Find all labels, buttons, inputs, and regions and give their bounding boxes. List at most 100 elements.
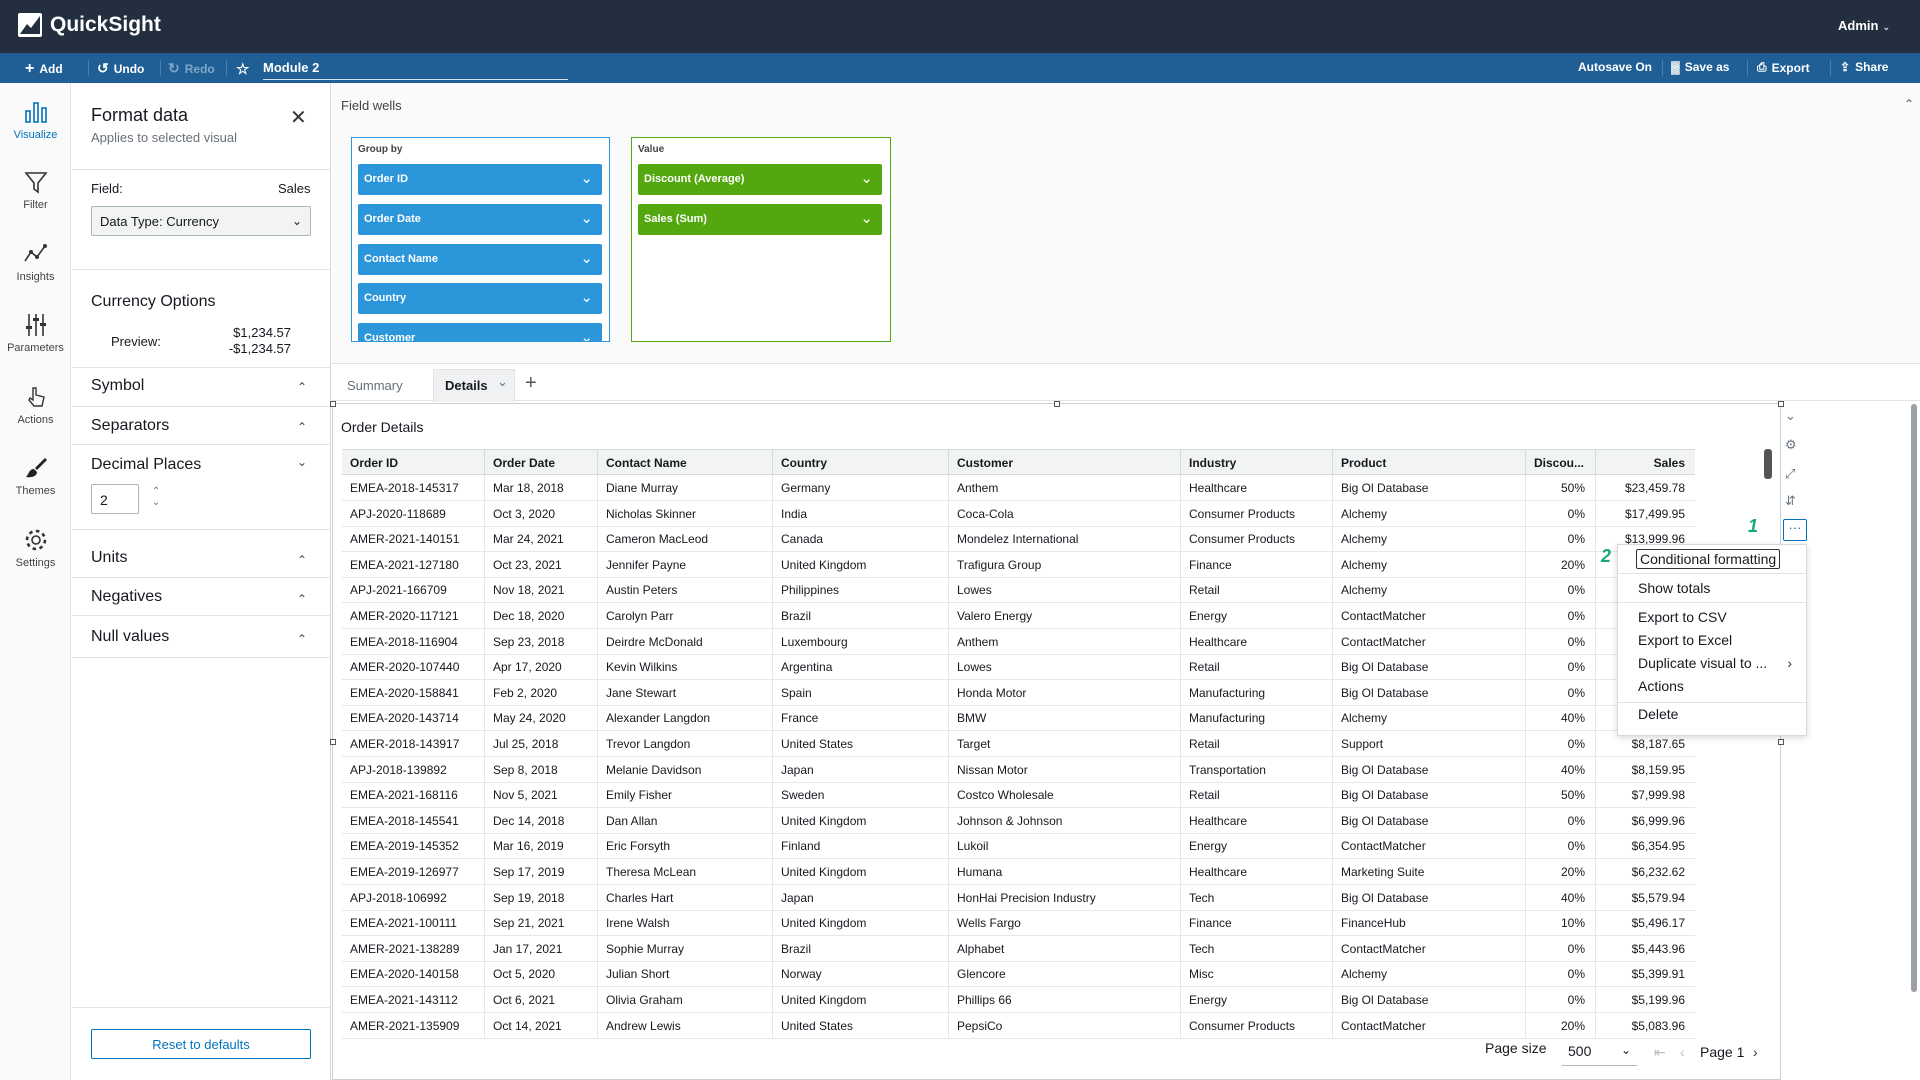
table-cell[interactable]: Theresa McLean [597, 859, 772, 885]
table-cell[interactable]: Nissan Motor [948, 756, 1180, 783]
table-row[interactable]: EMEA-2021-168116 Nov 5, 2021 Emily Fisher S… [342, 782, 1695, 809]
table-cell[interactable]: $5,496.17 [1595, 910, 1695, 937]
table-cell[interactable]: 0% [1525, 628, 1595, 655]
column-header[interactable]: Sales [1595, 450, 1695, 476]
redo-button[interactable]: ↻ Redo [168, 60, 215, 77]
decimal-places-input[interactable]: 2 [91, 484, 139, 514]
table-cell[interactable]: Sep 17, 2019 [484, 859, 597, 885]
table-cell[interactable]: 0% [1525, 603, 1595, 629]
table-cell[interactable]: Sophie Murray [597, 935, 772, 962]
table-cell[interactable]: Apr 17, 2020 [484, 654, 597, 681]
table-cell[interactable]: Humana [948, 859, 1180, 885]
table-cell[interactable]: Manufacturing [1180, 705, 1332, 732]
table-cell[interactable]: 50% [1525, 475, 1595, 501]
table-cell[interactable]: $5,083.96 [1595, 1012, 1695, 1039]
table-cell[interactable]: 0% [1525, 935, 1595, 962]
nav-themes[interactable]: Themes [0, 455, 71, 497]
table-cell[interactable] [1595, 551, 1695, 578]
table-cell[interactable]: $17,499.95 [1595, 500, 1695, 527]
column-header[interactable]: Country [772, 450, 948, 476]
table-cell[interactable]: EMEA-2018-145541 [350, 813, 459, 828]
table-cell[interactable]: Sep 8, 2018 [484, 756, 597, 783]
field-pill-order-date[interactable]: Order Date ⌄ [358, 204, 602, 235]
table-cell[interactable]: United Kingdom [772, 910, 948, 937]
table-row[interactable]: AMER-2021-138289 Jan 17, 2021 Sophie Murra… [342, 935, 1695, 962]
resize-handle[interactable] [1778, 739, 1784, 745]
analysis-title[interactable]: Module 2 [263, 60, 320, 75]
table-cell[interactable]: Alphabet [948, 935, 1180, 962]
menu-item-export-excel[interactable]: Export to Excel [1638, 632, 1733, 648]
nav-actions[interactable]: Actions [0, 384, 71, 426]
table-cell[interactable]: Transportation [1180, 756, 1332, 783]
resize-handle[interactable] [1778, 401, 1784, 407]
table-cell[interactable]: Luxembourg [772, 628, 948, 655]
table-cell[interactable]: Anthem [948, 628, 1180, 655]
table-cell[interactable]: Eric Forsyth [597, 833, 772, 860]
table-cell[interactable]: 40% [1525, 705, 1595, 732]
table-cell[interactable]: ContactMatcher [1332, 1012, 1525, 1039]
save-as-button[interactable]: ▓ Save as [1671, 60, 1729, 74]
quicksight-logo-icon[interactable] [18, 13, 42, 37]
table-cell[interactable]: Retail [1180, 577, 1332, 604]
table-cell[interactable]: Diane Murray [597, 475, 772, 501]
table-cell[interactable]: 20% [1525, 1012, 1595, 1039]
collapse-icon[interactable]: ⌃ [1903, 97, 1914, 111]
table-cell[interactable]: ContactMatcher [1332, 935, 1525, 962]
table-cell[interactable]: 0% [1525, 526, 1595, 553]
table-cell[interactable]: Germany [772, 475, 948, 501]
nav-settings[interactable]: Settings [0, 527, 71, 569]
table-cell[interactable]: Healthcare [1180, 475, 1332, 501]
nav-filter[interactable]: Filter [0, 169, 71, 211]
field-pill-country[interactable]: Country ⌄ [358, 283, 602, 314]
column-header[interactable]: Industry [1180, 450, 1332, 476]
menu-item-conditional-formatting[interactable]: Conditional formatting [1636, 549, 1781, 569]
table-cell[interactable]: Sep 21, 2021 [484, 910, 597, 937]
table-cell[interactable]: APJ-2020-118689 [350, 506, 446, 521]
page-size-select[interactable]: 500 ⌄ [1562, 1040, 1637, 1066]
table-cell[interactable]: EMEA-2019-126977 [350, 865, 459, 879]
table-cell[interactable]: Charles Hart [597, 884, 772, 911]
table-cell[interactable]: Dec 14, 2018 [484, 807, 597, 834]
resize-handle[interactable] [330, 401, 336, 407]
nav-parameters[interactable]: Parameters [0, 312, 71, 354]
table-cell[interactable]: 20% [1525, 859, 1595, 885]
table-cell[interactable]: APJ-2018-106992 [350, 890, 447, 905]
table-cell[interactable]: Alchemy [1332, 577, 1525, 604]
table-cell[interactable]: Big Ol Database [1332, 987, 1525, 1013]
nav-visualize[interactable]: Visualize [0, 99, 71, 141]
table-cell[interactable]: 0% [1525, 500, 1595, 527]
table-cell[interactable]: 0% [1525, 807, 1595, 834]
table-cell[interactable]: Canada [772, 526, 948, 553]
table-cell[interactable]: Healthcare [1180, 807, 1332, 834]
table-cell[interactable]: Costco Wholesale [948, 782, 1180, 809]
table-cell[interactable]: Mondelez International [948, 526, 1180, 553]
table-cell[interactable]: Tech [1180, 935, 1332, 962]
resize-handle[interactable] [330, 739, 336, 745]
table-cell[interactable]: Healthcare [1180, 628, 1332, 655]
table-cell[interactable]: Energy [1180, 987, 1332, 1013]
table-cell[interactable]: Tech [1180, 884, 1332, 911]
table-row[interactable]: AMER-2021-140151 Mar 24, 2021 Cameron MacL… [342, 526, 1695, 553]
table-cell[interactable]: Emily Fisher [597, 782, 772, 809]
table-cell[interactable]: Mar 24, 2021 [484, 526, 597, 553]
table-cell[interactable]: FinanceHub [1332, 910, 1525, 937]
table-cell[interactable]: Nicholas Skinner [597, 500, 772, 527]
table-cell[interactable]: Big Ol Database [1332, 654, 1525, 681]
table-row[interactable]: AMER-2020-117121 Dec 18, 2020 Carolyn Parr… [342, 603, 1695, 629]
data-type-select[interactable]: Data Type: Currency ⌄ [91, 206, 311, 236]
table-cell[interactable]: Dec 18, 2020 [484, 603, 597, 629]
field-pill-sales[interactable]: Sales (Sum) ⌄ [638, 204, 882, 235]
table-cell[interactable]: Julian Short [597, 961, 772, 988]
column-header[interactable]: Contact Name [597, 450, 772, 476]
table-cell[interactable]: EMEA-2020-140158 [350, 967, 459, 982]
table-cell[interactable]: Target [948, 731, 1180, 757]
table-cell[interactable]: AMER-2018-143917 [350, 737, 460, 751]
table-cell[interactable]: 50% [1525, 782, 1595, 809]
table-cell[interactable]: 40% [1525, 884, 1595, 911]
table-cell[interactable]: Valero Energy [948, 603, 1180, 629]
table-cell[interactable]: Feb 2, 2020 [484, 679, 597, 706]
menu-item-delete[interactable]: Delete [1638, 706, 1679, 722]
table-cell[interactable]: Energy [1180, 603, 1332, 629]
table-cell[interactable]: PepsiCo [948, 1012, 1180, 1039]
table-cell[interactable]: 0% [1525, 731, 1595, 757]
